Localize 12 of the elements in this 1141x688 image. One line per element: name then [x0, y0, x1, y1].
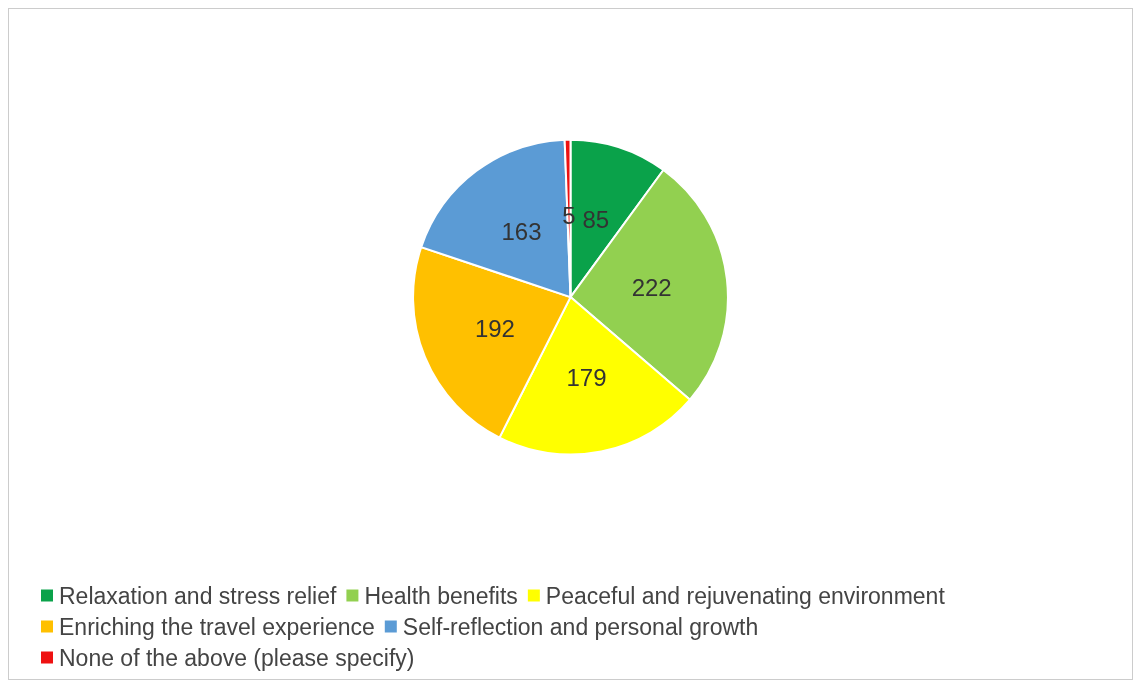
- data-label: 179: [566, 363, 607, 391]
- data-label: 85: [582, 205, 610, 233]
- legend-label: Enriching the travel experience: [59, 613, 375, 640]
- data-label: 192: [474, 314, 515, 342]
- legend-label: Peaceful and rejuvenating environment: [545, 582, 946, 609]
- legend-label: None of the above (please specify): [59, 644, 415, 671]
- data-label: 222: [631, 274, 672, 302]
- legend-label: Self-reflection and personal growth: [402, 613, 759, 640]
- data-label: 5: [562, 201, 576, 229]
- data-label: 163: [501, 218, 542, 246]
- legend-label: Health benefits: [364, 582, 518, 609]
- legend-label: Relaxation and stress relief: [59, 582, 338, 609]
